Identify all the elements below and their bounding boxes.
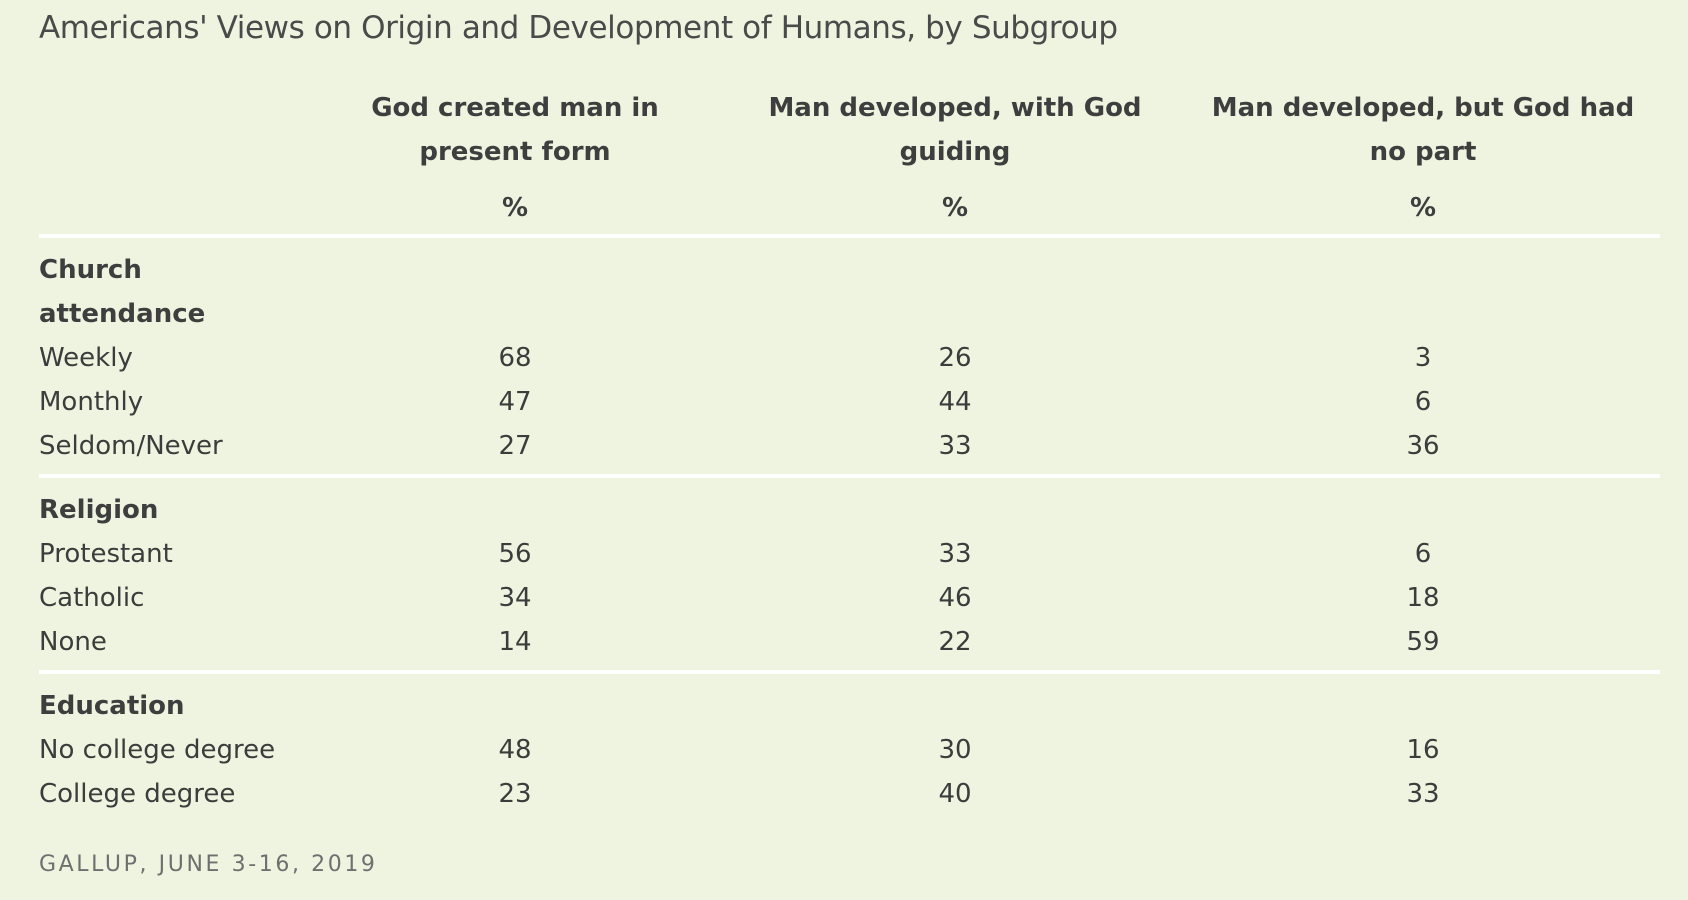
table-row: Weekly 68 26 3 [39,336,1660,380]
table-cell: 48 [498,735,532,765]
row-label: Catholic [39,583,145,613]
table-cell: 47 [498,387,532,417]
table-cell: 56 [498,539,532,569]
column-header-label: Man developed, with God guiding [768,93,1142,167]
data-table: God created man in present form % Man de… [39,86,1660,822]
chart-title: Americans' Views on Origin and Developme… [39,10,1118,46]
group-label: Church attendance [39,255,206,329]
row-label: Monthly [39,387,144,417]
group-label: Religion [39,495,159,525]
table-row: Monthly 47 44 6 [39,380,1660,424]
table-row: Protestant 56 33 6 [39,532,1660,576]
table-divider [39,474,1660,478]
table-cell: 26 [938,343,972,373]
table-row: College degree 23 40 33 [39,772,1660,816]
table-cell: 23 [498,779,532,809]
table-cell: 33 [938,431,972,461]
row-label: Seldom/Never [39,431,223,461]
table-row: Seldom/Never 27 33 36 [39,424,1660,468]
row-label: None [39,627,107,657]
table-cell: 33 [938,539,972,569]
source-note: GALLUP, JUNE 3-16, 2019 [39,852,378,877]
table-cell: 59 [1406,627,1440,657]
table-cell: 46 [938,583,972,613]
table-cell: 3 [1414,343,1432,373]
table-row: None 14 22 59 [39,620,1660,664]
column-header-no-god: Man developed, but God had no part % [1203,86,1643,230]
table-cell: 6 [1414,539,1432,569]
table-cell: 44 [938,387,972,417]
table-row: No college degree 48 30 16 [39,728,1660,772]
row-label: No college degree [39,735,276,765]
table-cell: 27 [498,431,532,461]
column-header-god-guiding: Man developed, with God guiding % [767,86,1143,230]
table-cell: 22 [938,627,972,657]
table-cell: 34 [498,583,532,613]
table-cell: 30 [938,735,972,765]
row-label: Protestant [39,539,173,569]
row-group-education: Education No college degree 48 30 16 Col… [39,674,1660,822]
group-label: Education [39,691,185,721]
column-header-row: God created man in present form % Man de… [39,86,1660,234]
row-group-religion: Religion Protestant 56 33 6 Catholic 34 … [39,478,1660,670]
column-header-unit: % [1409,193,1437,223]
table-cell: 36 [1406,431,1440,461]
table-row: Catholic 34 46 18 [39,576,1660,620]
table-cell: 18 [1406,583,1440,613]
table-divider [39,234,1660,238]
column-header-unit: % [501,193,529,223]
table-cell: 16 [1406,735,1440,765]
table-cell: 40 [938,779,972,809]
row-label: Weekly [39,343,133,373]
table-divider [39,670,1660,674]
column-header-label: God created man in present form [371,93,659,167]
table-cell: 14 [498,627,532,657]
table-cell: 33 [1406,779,1440,809]
column-header-god-created: God created man in present form % [323,86,707,230]
column-header-unit: % [941,193,969,223]
table-cell: 68 [498,343,532,373]
table-cell: 6 [1414,387,1432,417]
column-header-label: Man developed, but God had no part [1211,93,1635,167]
row-label: College degree [39,779,236,809]
row-group-church-attendance: Church attendance Weekly 68 26 3 Monthly… [39,238,1660,474]
